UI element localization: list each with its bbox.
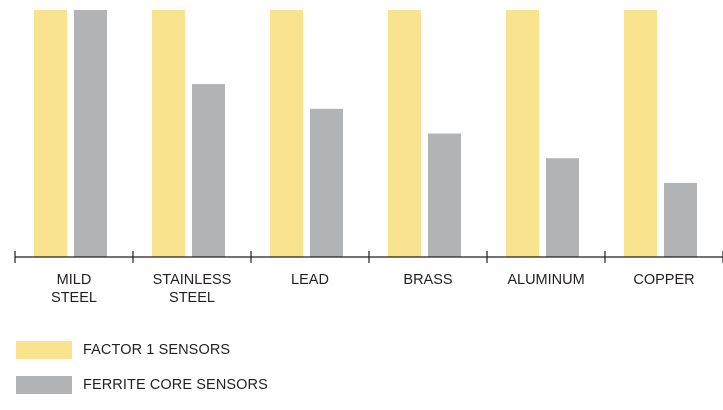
bar-factor1-3: [388, 10, 421, 257]
bar-ferrite-5: [664, 182, 697, 257]
legend: FACTOR 1 SENSORS FERRITE CORE SENSORS: [16, 340, 268, 410]
legend-item-factor1: FACTOR 1 SENSORS: [16, 340, 268, 360]
x-tick-label-1: STAINLESS STEEL: [153, 272, 232, 306]
x-tick-label-2: LEAD: [291, 272, 329, 288]
bar-ferrite-3: [428, 133, 461, 257]
x-tick-labels: MILD STEEL STAINLESS STEEL LEAD BRASS ALUMINUM…: [51, 272, 695, 306]
x-tick-label-0: MILD STEEL: [51, 272, 97, 306]
x-tick-label-3: BRASS: [403, 272, 452, 288]
x-tick-label-4: ALUMINUM: [507, 272, 584, 288]
bar-factor1-2: [270, 10, 303, 257]
x-axis: [14, 251, 723, 263]
bar-factor1-0: [34, 10, 67, 257]
legend-item-ferrite: FERRITE CORE SENSORS: [16, 375, 268, 395]
legend-label-factor1: FACTOR 1 SENSORS: [83, 342, 231, 358]
x-tick-label-5: COPPER: [633, 272, 694, 288]
bar-ferrite-0: [74, 10, 107, 257]
bar-factor1-5: [624, 10, 657, 257]
bar-ferrite-4: [546, 158, 579, 257]
legend-swatch-ferrite: [16, 376, 72, 394]
legend-swatch-factor1: [16, 341, 72, 359]
bar-chart: MILD STEEL STAINLESS STEEL LEAD BRASS ALUMINUM…: [14, 10, 723, 306]
bar-ferrite-2: [310, 108, 343, 257]
bar-ferrite-1: [192, 84, 225, 257]
bar-factor1-1: [152, 10, 185, 257]
bar-factor1-4: [506, 10, 539, 257]
bars-group: [34, 10, 697, 257]
legend-label-ferrite: FERRITE CORE SENSORS: [83, 377, 268, 393]
